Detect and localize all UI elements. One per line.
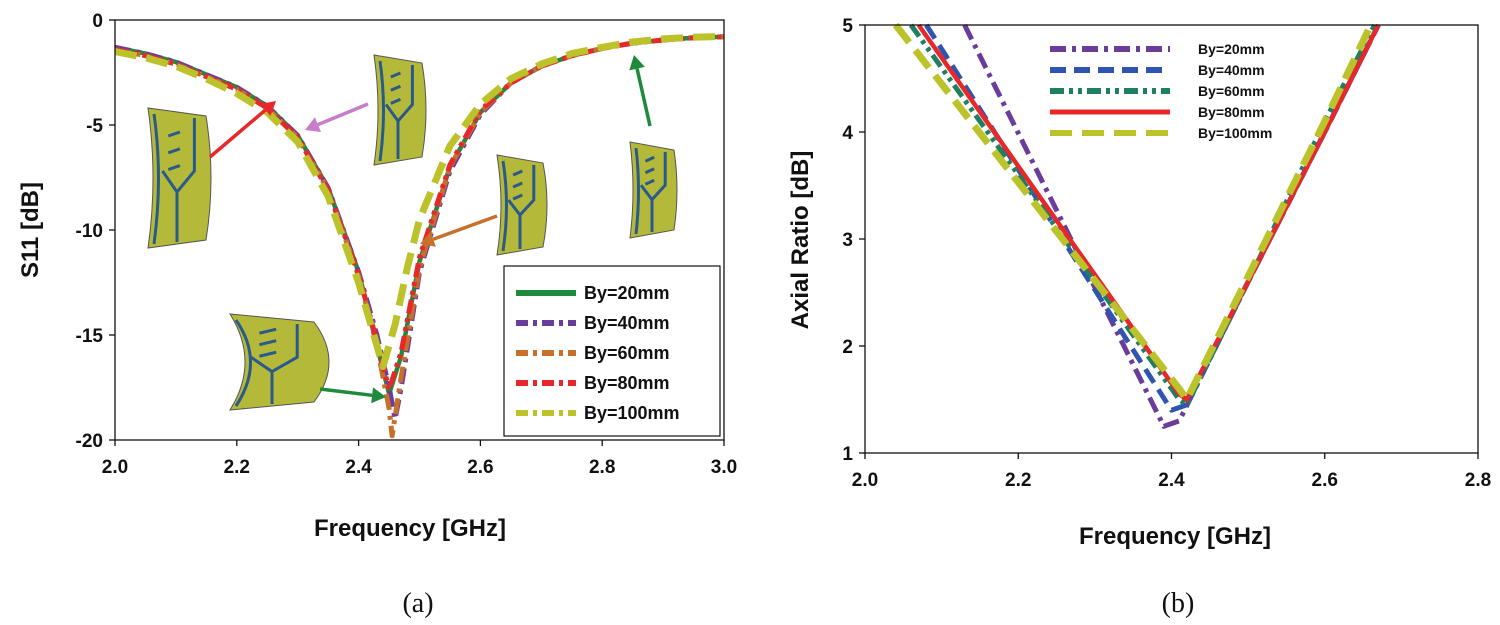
b-legend-label: By=20mm [1198, 41, 1265, 57]
x-tick-label: 2.4 [1158, 470, 1185, 491]
x-tick-label: 2.8 [1465, 470, 1491, 491]
a-y-axis-label: S11 [dB] [17, 182, 44, 278]
x-tick-label: 2.6 [467, 457, 493, 478]
annotation-arrow [305, 102, 369, 133]
x-tick-label: 2.8 [589, 457, 615, 478]
a-legend-label: By=40mm [584, 313, 670, 333]
y-tick-label: -5 [86, 116, 103, 137]
series-line-by-100mm [115, 32, 724, 370]
series-line-by-20mm [962, 23, 1381, 429]
x-tick-label: 2.4 [345, 457, 372, 478]
y-tick-label: 0 [92, 11, 103, 32]
antenna-inset [373, 54, 427, 166]
antenna-inset [629, 141, 678, 239]
y-tick-label: 1 [842, 444, 853, 465]
y-tick-label: 3 [842, 230, 853, 251]
a-panel-caption: (a) [402, 588, 433, 619]
y-tick-label: 5 [842, 16, 853, 37]
a-legend-label: By=20mm [584, 283, 670, 303]
a-legend-label: By=80mm [584, 373, 670, 393]
b-legend: By=20mm By=40mm By=60mm By=80mm By=100mm [1050, 41, 1272, 141]
panel-b-axial-ratio-chart: 2.0 2.2 2.4 2.6 2.8 1 2 3 4 5 By=20mm By=40mm By=60… [787, 16, 1491, 619]
annotation-arrow [420, 214, 498, 247]
antenna-inset [229, 313, 330, 411]
y-tick-label: -10 [76, 221, 103, 242]
a-legend: By=20mm By=40mm By=60mm By=80mm By=100mm [503, 265, 721, 437]
a-legend-label: By=60mm [584, 343, 670, 363]
b-series-group [892, 23, 1381, 429]
a-ticks: 2.0 2.2 2.4 2.6 2.8 3.0 0 -5 -10 -15 -20 [76, 11, 738, 478]
annotation-arrow [208, 101, 276, 159]
antenna-inset [496, 154, 548, 256]
b-panel-caption: (b) [1162, 588, 1195, 619]
a-series-group [115, 32, 724, 439]
series-line-by-80mm [916, 23, 1381, 402]
b-legend-label: By=80mm [1198, 104, 1265, 120]
annotation-arrow [319, 387, 386, 404]
y-tick-label: -20 [76, 431, 103, 452]
b-y-axis-label: Axial Ratio [dB] [787, 151, 814, 330]
x-tick-label: 2.0 [852, 470, 878, 491]
annotation-arrow [629, 55, 652, 127]
b-x-axis-label: Frequency [GHz] [1079, 523, 1271, 550]
x-tick-label: 2.6 [1312, 470, 1338, 491]
a-legend-label: By=100mm [584, 403, 680, 423]
series-line-by-100mm [892, 23, 1374, 403]
b-legend-label: By=100mm [1198, 125, 1272, 141]
x-tick-label: 2.2 [224, 457, 250, 478]
x-tick-label: 2.2 [1005, 470, 1031, 491]
antenna-insets [147, 54, 678, 411]
b-legend-label: By=60mm [1198, 83, 1265, 99]
y-tick-label: -15 [76, 326, 104, 347]
x-tick-label: 3.0 [711, 457, 737, 478]
series-line-by-60mm [908, 23, 1377, 408]
x-tick-label: 2.0 [102, 457, 128, 478]
annotation-arrows [208, 55, 652, 404]
panel-a-s11-chart: 2.0 2.2 2.4 2.6 2.8 3.00-5-10-15-20 By=20mmBy… [17, 11, 737, 619]
y-tick-label: 2 [842, 337, 853, 358]
a-x-axis-label: Frequency [GHz] [314, 515, 506, 542]
antenna-inset [147, 107, 212, 249]
b-legend-label: By=40mm [1198, 62, 1265, 78]
y-tick-label: 4 [842, 123, 853, 144]
b-ticks: 2.0 2.2 2.4 2.6 2.8 1 2 3 4 5 [842, 16, 1491, 491]
